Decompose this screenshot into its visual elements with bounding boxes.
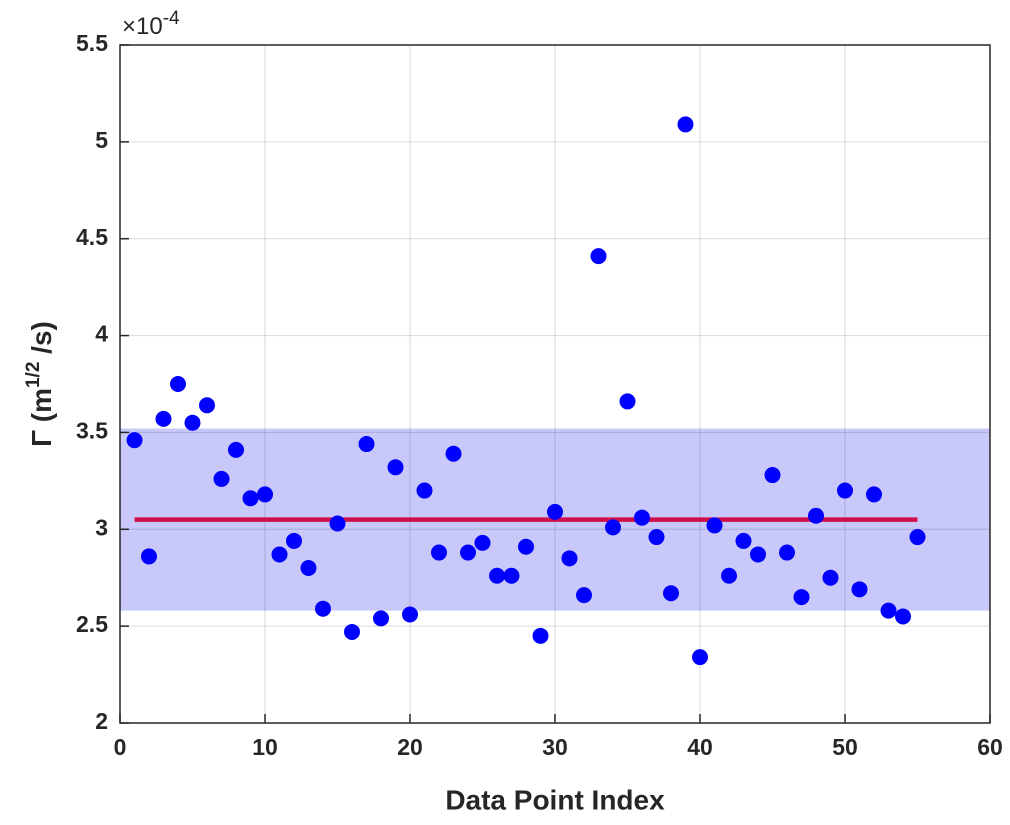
data-point — [793, 589, 810, 606]
exponent-power: -4 — [163, 8, 180, 29]
y-tick-label: 4.5 — [76, 224, 108, 250]
data-point — [605, 519, 621, 536]
data-point — [474, 534, 491, 551]
x-tick-label: 0 — [114, 734, 127, 760]
data-point — [445, 445, 462, 462]
data-point — [561, 550, 578, 567]
data-point — [242, 490, 259, 507]
data-point — [518, 538, 534, 555]
data-point — [677, 116, 694, 133]
y-tick-label: 3.5 — [76, 418, 108, 444]
y-label-rest: /s) — [26, 321, 57, 361]
x-tick-label: 20 — [397, 734, 423, 760]
y-tick-label: 3 — [95, 514, 108, 540]
x-axis-label: Data Point Index — [445, 784, 665, 815]
data-point — [199, 397, 215, 414]
data-point — [271, 546, 288, 563]
x-tick-label: 40 — [687, 734, 713, 760]
y-tick-label: 5 — [95, 127, 108, 153]
plot-frame — [119, 44, 991, 724]
data-point — [387, 459, 404, 476]
data-point — [880, 602, 897, 619]
data-point — [547, 503, 563, 520]
data-point — [329, 515, 346, 532]
data-point — [750, 546, 766, 563]
data-point — [648, 529, 665, 546]
x-tick-label: 10 — [252, 734, 278, 760]
exponent-label: ×10-4 — [122, 8, 180, 40]
y-axis-label: Γ (m1/2 /s) — [23, 321, 57, 447]
y-tick-label: 2 — [95, 708, 108, 734]
data-point — [576, 587, 592, 604]
data-point — [895, 608, 911, 625]
data-point — [619, 393, 636, 410]
data-point — [837, 482, 853, 499]
data-point — [141, 548, 157, 565]
data-point — [155, 410, 172, 427]
data-point — [721, 567, 737, 584]
data-point — [663, 585, 679, 602]
data-point — [735, 532, 752, 549]
data-point — [634, 509, 650, 526]
y-tick-label: 5.5 — [76, 30, 108, 56]
data-point — [503, 567, 520, 584]
data-point — [315, 600, 331, 617]
data-point — [286, 532, 302, 549]
data-point — [416, 482, 433, 499]
data-point — [184, 414, 201, 431]
data-point — [590, 248, 607, 265]
data-point — [213, 470, 230, 487]
exponent-base: ×10 — [122, 13, 163, 40]
x-tick-label: 30 — [542, 734, 568, 760]
data-point — [779, 544, 795, 561]
data-point — [228, 441, 244, 458]
x-tick-label: 50 — [832, 734, 858, 760]
data-point — [170, 376, 186, 392]
data-point — [706, 517, 723, 534]
data-point — [489, 567, 505, 584]
data-point — [300, 560, 317, 577]
data-point — [126, 432, 143, 449]
data-point — [431, 544, 447, 561]
x-tick-label: 60 — [977, 734, 1003, 760]
data-point — [373, 610, 389, 627]
y-tick-label: 4 — [95, 321, 108, 347]
data-point — [257, 486, 273, 503]
data-point — [460, 544, 476, 561]
data-point — [866, 486, 882, 503]
data-point — [764, 467, 781, 484]
y-label-base: Γ (m — [26, 388, 57, 447]
data-point — [808, 507, 824, 524]
y-label-sup: 1/2 — [23, 362, 44, 388]
y-tick-label: 2.5 — [76, 611, 108, 637]
data-point — [851, 581, 868, 598]
data-point — [344, 623, 360, 640]
data-point — [909, 529, 926, 546]
data-point — [822, 569, 839, 586]
data-point — [532, 627, 549, 644]
data-point — [402, 606, 418, 623]
data-point — [358, 436, 375, 453]
data-point — [692, 649, 708, 666]
